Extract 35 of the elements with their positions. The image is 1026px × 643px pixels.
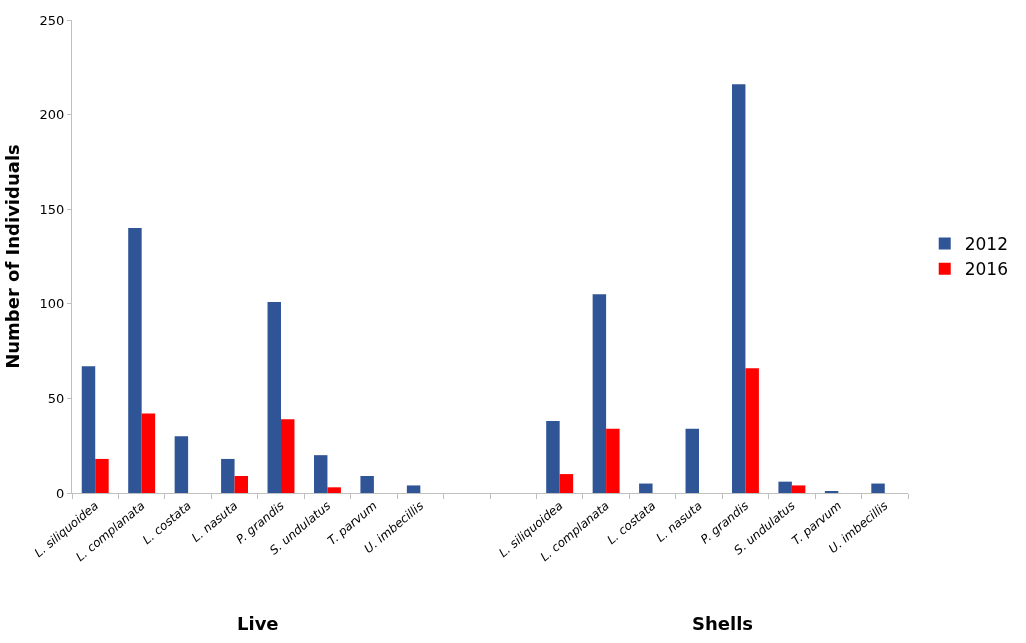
bar: [745, 368, 759, 493]
legend-label: 2012: [964, 234, 1008, 255]
bar: [685, 428, 699, 493]
bar: [731, 84, 746, 493]
y-tick-label: 200: [39, 107, 65, 123]
y-tick-label: 100: [39, 296, 65, 312]
bar: [313, 455, 328, 493]
bar: [360, 475, 374, 493]
bar: [639, 483, 653, 493]
y-tick-label: 50: [47, 390, 65, 406]
y-axis-title: Number of Individuals: [1, 144, 23, 369]
bar: [592, 294, 607, 493]
bar: [327, 487, 341, 493]
bar: [281, 419, 295, 493]
bar: [406, 485, 421, 493]
bar: [267, 301, 281, 493]
bar: [871, 483, 885, 493]
bar: [791, 485, 806, 493]
y-tick-label: 0: [56, 485, 65, 501]
text: Live: [237, 613, 279, 634]
bar: [606, 428, 620, 493]
bar: [234, 475, 249, 493]
bar: [174, 436, 189, 493]
bar: [141, 413, 156, 493]
bar: [559, 474, 574, 493]
bar: [546, 421, 560, 493]
bar: [778, 481, 792, 493]
legend-label: 2016: [964, 259, 1008, 280]
y-tick-label: 250: [39, 12, 65, 28]
y-tick-label: 150: [39, 201, 65, 217]
bar: [95, 458, 109, 493]
bar: [221, 458, 235, 493]
bar: [128, 228, 142, 493]
text: Shells: [692, 613, 754, 634]
bar: [81, 366, 96, 493]
